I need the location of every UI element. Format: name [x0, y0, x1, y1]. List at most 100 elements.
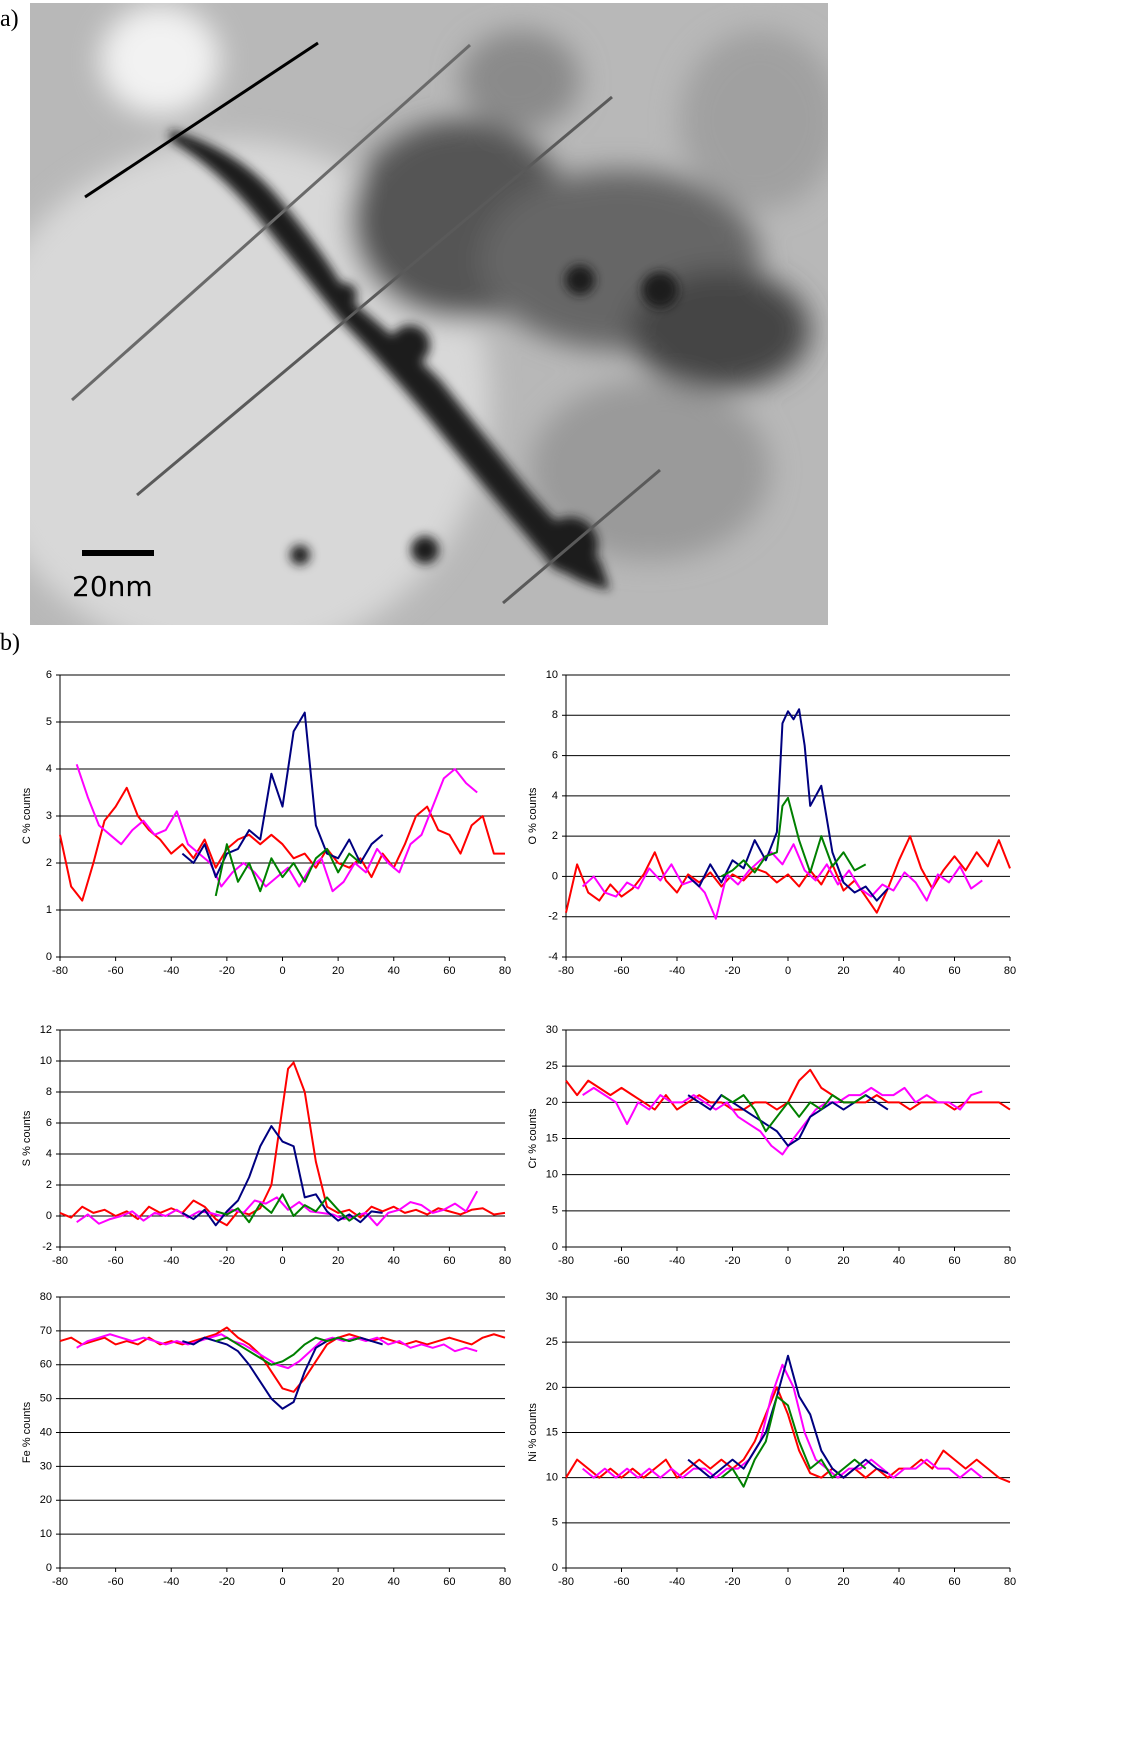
- x-tick-label: -80: [52, 965, 68, 977]
- panel-label: a): [0, 6, 19, 32]
- x-tick-label: 60: [443, 1576, 455, 1588]
- y-tick-label: 0: [46, 951, 52, 963]
- data-line: [181, 1125, 383, 1227]
- y-axis-label: Fe % counts: [21, 1401, 33, 1463]
- y-tick-label: 70: [40, 1325, 52, 1337]
- data-line: [582, 1363, 983, 1479]
- x-tick-label: 60: [948, 965, 960, 977]
- data-line: [76, 1190, 479, 1227]
- x-tick-label: -20: [725, 1576, 741, 1588]
- y-tick-label: 0: [552, 1562, 558, 1574]
- y-tick-label: 20: [546, 1096, 558, 1108]
- x-tick-label: -60: [614, 965, 630, 977]
- x-tick-label: 60: [443, 1255, 455, 1267]
- x-tick-label: -80: [52, 1576, 68, 1588]
- x-tick-label: 40: [893, 1255, 905, 1267]
- micrograph: [30, 3, 828, 625]
- y-tick-label: 30: [40, 1460, 52, 1472]
- data-line: [75, 763, 478, 893]
- data-line: [687, 1354, 889, 1479]
- y-tick-label: 3: [46, 810, 52, 822]
- x-tick-label: 0: [785, 1576, 791, 1588]
- x-tick-label: 60: [948, 1255, 960, 1267]
- y-tick-label: 4: [46, 763, 52, 775]
- x-tick-label: -20: [219, 965, 235, 977]
- data-line: [76, 1333, 478, 1370]
- x-tick-label: 20: [332, 965, 344, 977]
- x-tick-label: 0: [279, 965, 285, 977]
- y-tick-label: 10: [546, 669, 558, 681]
- x-tick-label: 80: [499, 1576, 511, 1588]
- data-line: [59, 786, 505, 902]
- chart: 0 10 20 30 40 50 60 70 80 -80 -60 -40 -20 0 20 40 60 80 Fe…: [21, 1291, 511, 1588]
- x-tick-label: 80: [1004, 965, 1016, 977]
- x-tick-label: -40: [163, 1576, 179, 1588]
- x-tick-label: -80: [558, 1255, 574, 1267]
- x-tick-label: 80: [499, 1255, 511, 1267]
- x-tick-label: -20: [219, 1255, 235, 1267]
- x-tick-label: 20: [837, 1576, 849, 1588]
- x-tick-label: 0: [279, 1576, 285, 1588]
- data-line: [59, 1326, 506, 1393]
- data-line: [720, 796, 867, 878]
- x-tick-label: 40: [893, 965, 905, 977]
- y-tick-label: 30: [546, 1024, 558, 1036]
- y-tick-label: 8: [46, 1086, 52, 1098]
- y-tick-label: 4: [46, 1148, 52, 1160]
- y-tick-label: 2: [552, 830, 558, 842]
- y-tick-label: 5: [552, 1205, 558, 1217]
- y-axis-label: O % counts: [527, 787, 539, 844]
- y-tick-label: -2: [42, 1241, 52, 1253]
- y-tick-label: 4: [552, 790, 558, 802]
- x-tick-label: 40: [388, 965, 400, 977]
- y-tick-label: 10: [40, 1528, 52, 1540]
- y-tick-label: 15: [546, 1132, 558, 1144]
- data-line: [720, 1094, 867, 1133]
- scale-bar-label: 20nm: [72, 570, 153, 603]
- y-tick-label: 15: [546, 1426, 558, 1438]
- x-tick-label: -20: [725, 1255, 741, 1267]
- x-tick-label: 80: [1004, 1255, 1016, 1267]
- y-axis-label: Cr % counts: [527, 1108, 539, 1168]
- y-axis-label: C % counts: [21, 787, 33, 844]
- data-line: [687, 708, 889, 902]
- y-tick-label: 1: [46, 904, 52, 916]
- x-tick-label: 40: [893, 1576, 905, 1588]
- data-line: [215, 1193, 361, 1224]
- x-tick-label: -60: [108, 1576, 124, 1588]
- y-tick-label: 60: [40, 1359, 52, 1371]
- y-tick-label: 6: [552, 749, 558, 761]
- x-tick-label: 40: [388, 1576, 400, 1588]
- x-tick-label: -20: [725, 965, 741, 977]
- y-tick-label: 8: [552, 709, 558, 721]
- x-tick-label: -60: [614, 1255, 630, 1267]
- x-tick-label: 20: [332, 1576, 344, 1588]
- x-tick-label: -80: [52, 1255, 68, 1267]
- data-line: [565, 1386, 1011, 1484]
- x-tick-label: -40: [163, 965, 179, 977]
- y-tick-label: -2: [548, 911, 558, 923]
- x-tick-label: -80: [558, 1576, 574, 1588]
- data-line: [215, 1336, 361, 1366]
- panel-label: b): [0, 630, 20, 656]
- y-tick-label: 2: [46, 1179, 52, 1191]
- x-tick-label: -40: [669, 965, 685, 977]
- y-tick-label: 5: [552, 1517, 558, 1529]
- data-line: [582, 1086, 983, 1156]
- x-tick-label: 80: [1004, 1576, 1016, 1588]
- x-tick-label: 20: [837, 1255, 849, 1267]
- y-tick-label: 10: [546, 1472, 558, 1484]
- y-tick-label: -4: [548, 951, 558, 963]
- y-tick-label: 80: [40, 1291, 52, 1303]
- data-line: [182, 1336, 383, 1410]
- y-tick-label: 40: [40, 1426, 52, 1438]
- chart: 0 1 2 3 4 5 6 -80 -60 -40 -20 0 20 40 60 80 C % counts: [21, 669, 511, 977]
- y-tick-label: 6: [46, 669, 52, 681]
- y-tick-label: 20: [546, 1381, 558, 1393]
- x-tick-label: -60: [614, 1576, 630, 1588]
- data-line: [214, 843, 362, 897]
- x-tick-label: 0: [279, 1255, 285, 1267]
- y-tick-label: 0: [552, 1241, 558, 1253]
- y-tick-label: 0: [46, 1210, 52, 1222]
